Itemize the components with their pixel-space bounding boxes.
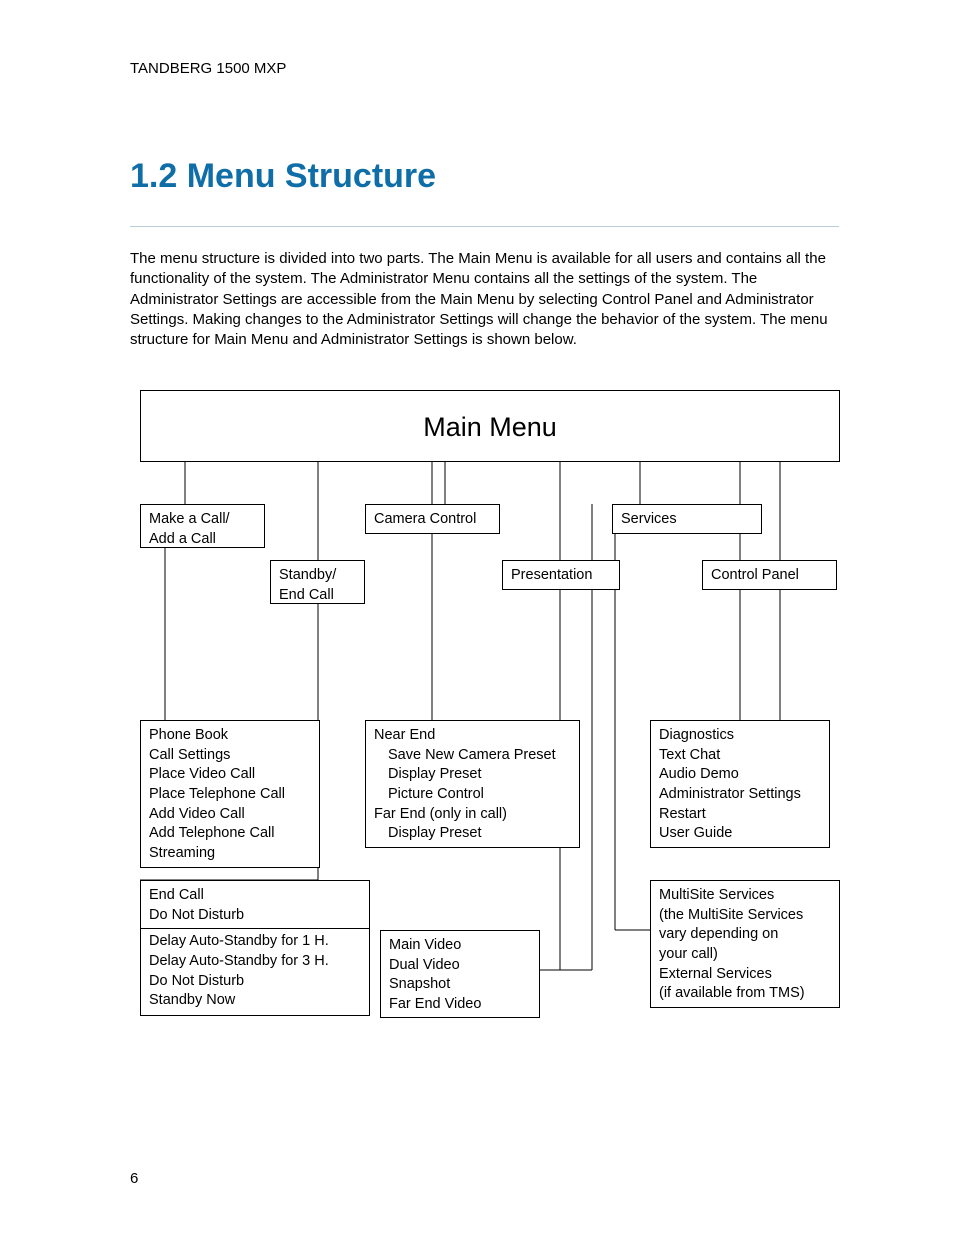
diagram-box-camera: Camera Control (365, 504, 500, 534)
diagram-box-diag: DiagnosticsText ChatAudio DemoAdministra… (650, 720, 830, 848)
diagram-box-present: Presentation (502, 560, 620, 590)
diagram-box-services: Services (612, 504, 762, 534)
diagram-box-phonebook: Phone BookCall SettingsPlace Video CallP… (140, 720, 320, 868)
diagram-box-make: Make a Call/Add a Call (140, 504, 265, 548)
title-rule (130, 226, 839, 227)
diagram-box-ctrlpanel: Control Panel (702, 560, 837, 590)
section-title: 1.2 Menu Structure (130, 157, 839, 196)
page-header: TANDBERG 1500 MXP (130, 60, 839, 77)
section-paragraph: The menu structure is divided into two p… (130, 249, 839, 350)
diagram-box-mainvid: Main VideoDual VideoSnapshotFar End Vide… (380, 930, 540, 1018)
page-number: 6 (130, 1170, 138, 1187)
diagram-box-nearend: Near EndSave New Camera PresetDisplay Pr… (365, 720, 580, 848)
diagram-box-endcall: End CallDo Not DisturbDelay Auto-Standby… (140, 880, 370, 1016)
menu-structure-diagram: Main Menu Make a Call/Add a Call Camera Co… (140, 390, 840, 1040)
document-page: TANDBERG 1500 MXP 1.2 Menu Structure The… (0, 0, 954, 1235)
diagram-box-multisite: MultiSite Services(the MultiSite Service… (650, 880, 840, 1008)
diagram-box-standby: Standby/End Call (270, 560, 365, 604)
diagram-box-main: Main Menu (140, 390, 840, 462)
